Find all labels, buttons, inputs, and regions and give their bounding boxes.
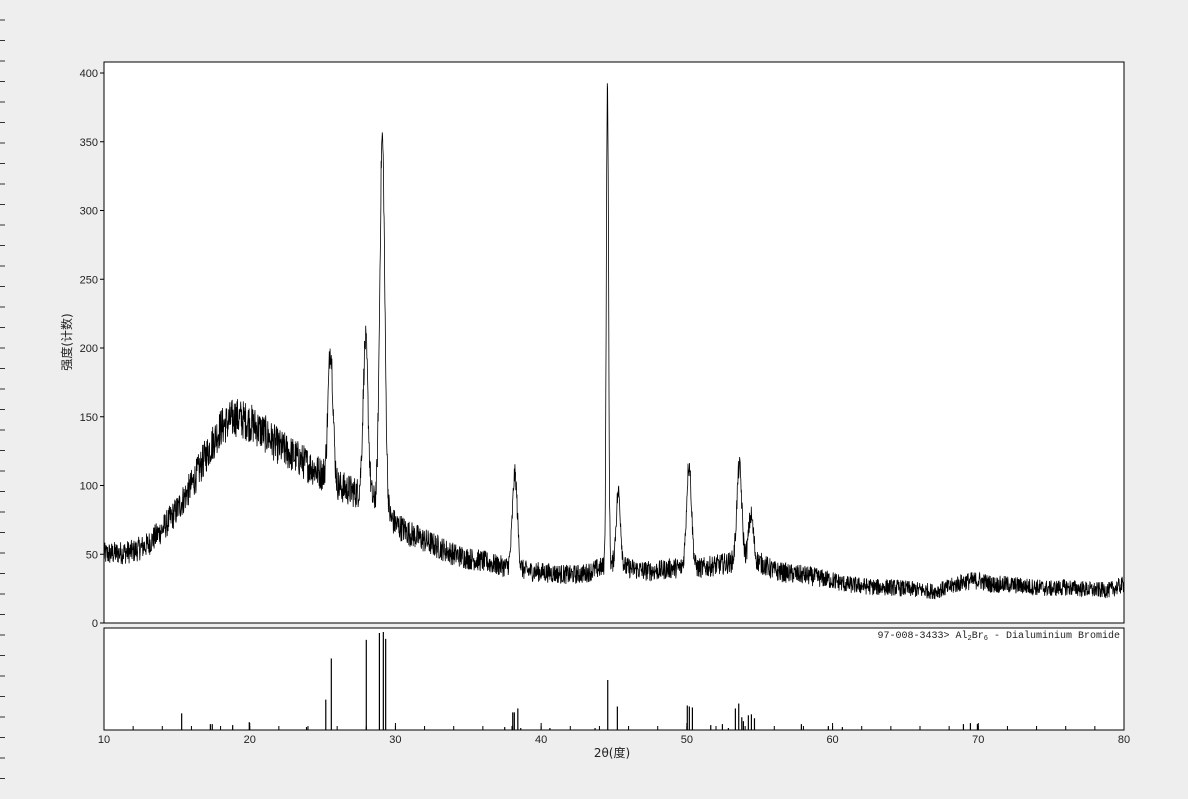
y-axis-title: 强度(计数) bbox=[59, 313, 74, 370]
y-tick-label: 200 bbox=[80, 343, 98, 355]
x-tick-label: 40 bbox=[535, 734, 547, 746]
x-axis: 10 20 30 40 50 60 70 80 bbox=[98, 723, 1130, 746]
reference-plot-area bbox=[103, 627, 1125, 731]
y-tick-label: 300 bbox=[80, 206, 98, 218]
x-tick-label: 70 bbox=[972, 734, 984, 746]
x-tick-label: 10 bbox=[98, 734, 110, 746]
y-tick-label: 0 bbox=[92, 618, 98, 630]
y-tick-label: 50 bbox=[86, 549, 98, 561]
x-tick-label: 30 bbox=[389, 734, 401, 746]
x-axis-title: 2θ(度) bbox=[594, 745, 630, 760]
left-ruler-ticks bbox=[0, 19, 5, 779]
y-tick-label: 350 bbox=[80, 137, 98, 149]
y-tick-label: 150 bbox=[80, 412, 98, 424]
x-tick-label: 80 bbox=[1118, 734, 1130, 746]
y-tick-label: 400 bbox=[80, 68, 98, 80]
diffraction-pattern-line bbox=[103, 83, 1125, 600]
y-tick-label: 100 bbox=[80, 481, 98, 493]
x-tick-label: 50 bbox=[681, 734, 693, 746]
reference-label: 97-008-3433> Al2Br6 - Dialuminium Bromid… bbox=[878, 630, 1120, 643]
x-tick-label: 20 bbox=[244, 734, 256, 746]
main-plot-area bbox=[103, 61, 1125, 624]
y-tick-label: 250 bbox=[80, 274, 98, 286]
x-tick-label: 60 bbox=[826, 734, 838, 746]
reference-sticks bbox=[181, 632, 979, 730]
y-axis: 0 50 100 150 200 250 300 350 400 bbox=[80, 68, 104, 630]
